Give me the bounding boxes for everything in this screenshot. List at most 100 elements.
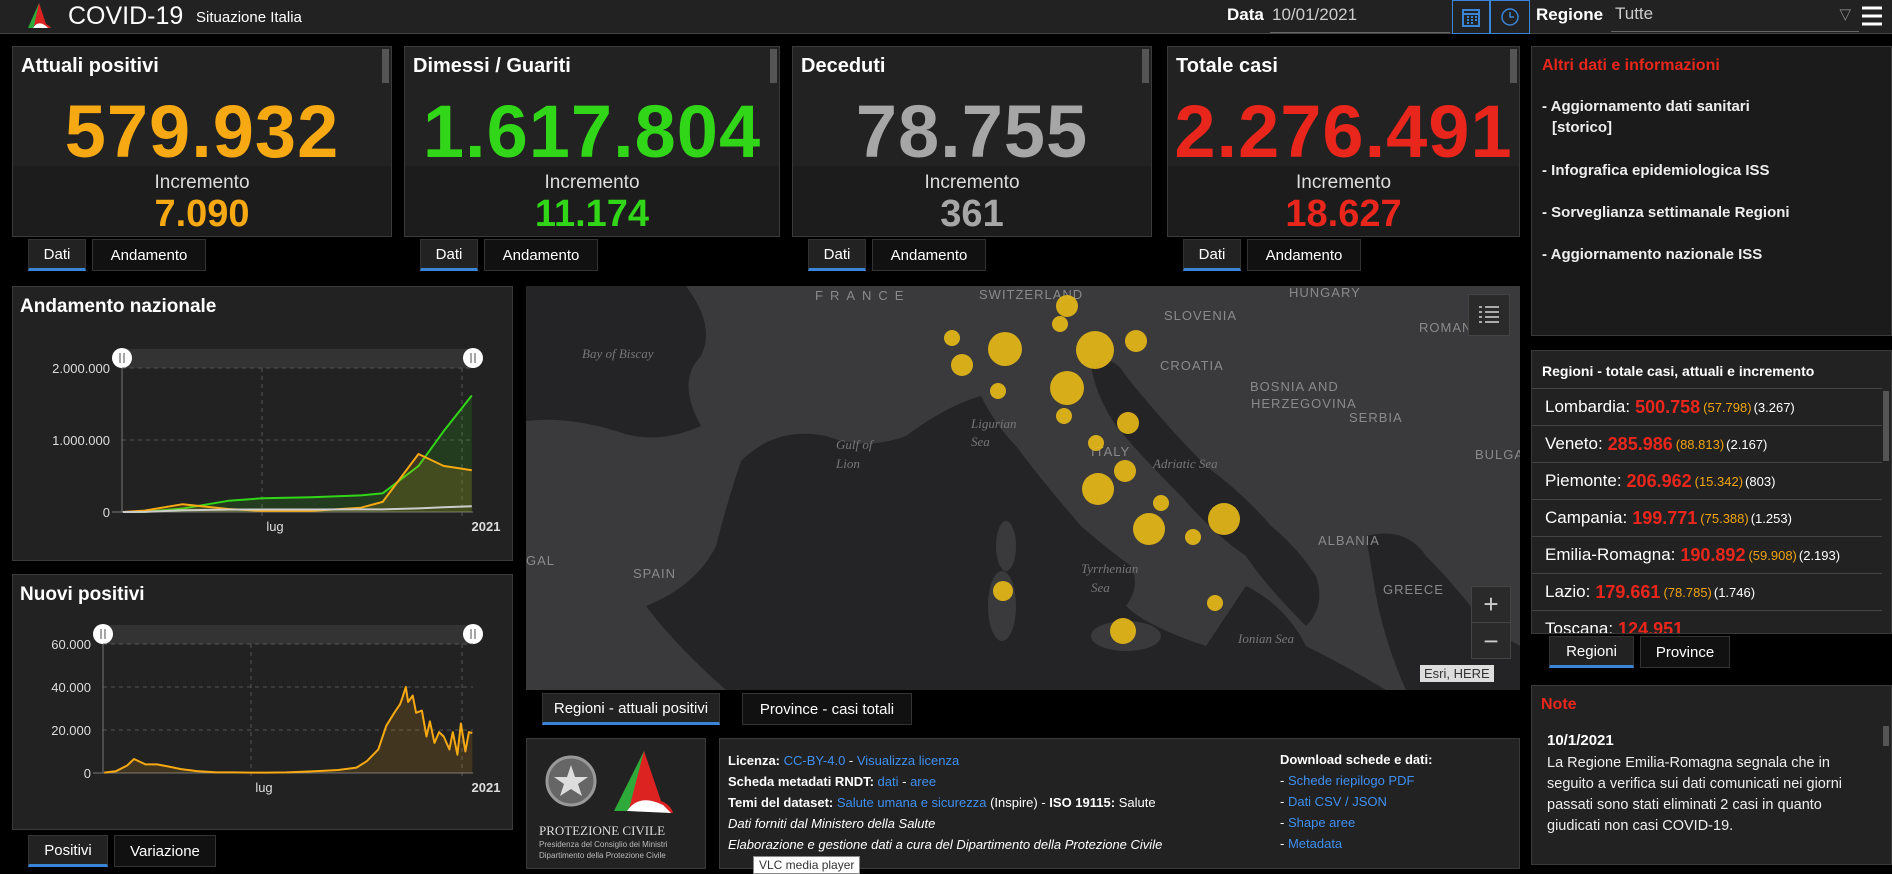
map-country-label: HUNGARY — [1289, 286, 1361, 300]
map-attribution[interactable]: Esri, HERE — [1420, 665, 1494, 682]
link-aggiornamento-dati[interactable]: - Aggiornamento dati sanitari — [1542, 98, 1750, 115]
range-slider-handle[interactable] — [463, 624, 483, 644]
region-select[interactable]: Tutte ▽ — [1611, 1, 1859, 32]
zoom-in-button[interactable]: + — [1472, 587, 1510, 623]
note-scrollbar[interactable] — [1883, 726, 1889, 746]
region-bubble[interactable] — [951, 354, 973, 376]
range-slider-track[interactable] — [122, 349, 473, 368]
link-aggiornamento-nazionale[interactable]: - Aggiornamento nazionale ISS — [1542, 246, 1763, 263]
tooltip: VLC media player — [753, 856, 861, 874]
rndt-dati-link[interactable]: dati — [877, 774, 899, 789]
licenza-link[interactable]: CC-BY-4.0 — [783, 753, 846, 768]
region-row[interactable]: Campania: 199.771 (75.388) (1.253) — [1532, 500, 1882, 537]
tab-regioni[interactable]: Regioni — [1549, 636, 1634, 668]
region-bubble[interactable] — [1088, 435, 1104, 451]
region-name: Toscana: — [1545, 619, 1614, 634]
region-bubble[interactable] — [1076, 331, 1114, 369]
card-scrollbar[interactable] — [770, 49, 777, 83]
map[interactable]: FRANCE SWITZERLAND HUNGARY SLOVENIA ROMAN CRO… — [526, 286, 1520, 690]
region-bubble[interactable] — [1056, 295, 1078, 317]
region-bubble[interactable] — [1114, 460, 1136, 482]
region-bubble[interactable] — [1125, 330, 1147, 352]
iso-label: ISO 19115: — [1049, 795, 1116, 810]
increment-value: 11.174 — [534, 193, 650, 235]
calendar-button[interactable] — [1452, 0, 1490, 34]
map-country-label: BOSNIA AND — [1250, 379, 1339, 394]
range-slider-handle[interactable] — [93, 624, 113, 644]
menu-button[interactable] — [1860, 5, 1884, 27]
tab-dati[interactable]: Dati — [808, 239, 866, 271]
range-slider-track[interactable] — [103, 625, 473, 644]
protezione-civile-emblem — [545, 751, 673, 813]
region-row[interactable]: Lombardia: 500.758 (57.798) (3.267) — [1532, 389, 1882, 426]
download-pdf-link[interactable]: Schede riepilogo PDF — [1287, 773, 1415, 788]
region-bubble[interactable] — [1050, 371, 1084, 405]
rndt-aree-link[interactable]: aree — [910, 774, 937, 789]
legend-button[interactable] — [1468, 294, 1510, 336]
tab-positivi[interactable]: Positivi — [28, 835, 108, 867]
tab-dati[interactable]: Dati — [420, 239, 478, 271]
tab-dati[interactable]: Dati — [1183, 239, 1241, 271]
region-bubble[interactable] — [1056, 408, 1072, 424]
increment-value: 7.090 — [154, 193, 250, 235]
region-bubble[interactable] — [1133, 513, 1165, 545]
region-total: 206.962 — [1626, 470, 1692, 491]
region-bubble[interactable] — [1117, 412, 1139, 434]
region-bubble[interactable] — [1110, 618, 1136, 644]
range-slider-handle[interactable] — [112, 348, 132, 368]
tab-andamento[interactable]: Andamento — [872, 239, 986, 271]
increment-value: 361 — [940, 193, 1004, 235]
region-row[interactable]: Piemonte: 206.962 (15.342) (803) — [1532, 463, 1882, 500]
temi-link[interactable]: Salute umana e sicurezza — [836, 795, 987, 810]
link-sorveglianza[interactable]: - Sorveglianza settimanale Regioni — [1542, 204, 1790, 221]
tab-province-casi[interactable]: Province - casi totali — [742, 693, 912, 725]
card-scrollbar[interactable] — [1510, 49, 1517, 83]
download-csv-link[interactable]: Dati CSV / JSON — [1287, 794, 1387, 809]
region-row[interactable]: Lazio: 179.661 (78.785) (1.746) — [1532, 574, 1882, 611]
tab-variazione[interactable]: Variazione — [114, 835, 216, 867]
tab-province[interactable]: Province — [1640, 636, 1730, 668]
zoom-out-button[interactable]: − — [1483, 625, 1499, 656]
time-button[interactable] — [1490, 0, 1530, 34]
logo-sub1: Presidenza del Consiglio dei Ministri — [539, 840, 668, 849]
tab-dati[interactable]: Dati — [28, 239, 86, 271]
region-bubble[interactable] — [1153, 495, 1169, 511]
visualizza-licenza-link[interactable]: Visualizza licenza — [856, 753, 960, 768]
date-input[interactable]: 10/01/2021 — [1270, 2, 1450, 33]
region-bubble[interactable] — [1185, 529, 1201, 545]
region-bubble[interactable] — [1052, 316, 1068, 332]
region-row[interactable]: Veneto: 285.986 (88.813) (2.167) — [1532, 426, 1882, 463]
y-tick-label: 20.000 — [51, 723, 91, 738]
download-metadata-link[interactable]: Metadata — [1287, 836, 1343, 851]
summary-card: Totale casi 2.276.491 Incremento 18.627 — [1167, 46, 1520, 237]
card-scrollbar[interactable] — [382, 49, 389, 83]
link-infografica[interactable]: - Infografica epidemiologica ISS — [1542, 162, 1770, 179]
series-area-guariti — [122, 395, 472, 512]
link-storico[interactable]: [storico] — [1552, 119, 1612, 136]
increment-label: Incremento — [924, 172, 1020, 193]
card-scrollbar[interactable] — [1142, 49, 1149, 83]
region-row[interactable]: Toscana: 124.951 — [1532, 611, 1882, 634]
region-bubble[interactable] — [1208, 503, 1240, 535]
region-name: Piemonte: — [1545, 471, 1622, 490]
dati-forniti-text: Dati forniti dal Ministero della Salute — [728, 816, 936, 831]
x-tick-label: 2021 — [472, 780, 501, 795]
region-bubble[interactable] — [1207, 595, 1223, 611]
region-bubble[interactable] — [988, 332, 1022, 366]
map-canvas[interactable]: FRANCE SWITZERLAND HUNGARY SLOVENIA ROMAN CRO… — [526, 286, 1520, 690]
region-bubble[interactable] — [944, 330, 960, 346]
region-bubble[interactable] — [1082, 473, 1114, 505]
region-row[interactable]: Emilia-Romagna: 190.892 (59.908) (2.193) — [1532, 537, 1882, 574]
tab-regioni-attuali[interactable]: Regioni - attuali positivi — [542, 693, 720, 725]
regions-scrollbar[interactable] — [1883, 391, 1889, 461]
region-name: Lombardia: — [1545, 397, 1631, 416]
download-shape-link[interactable]: Shape aree — [1287, 815, 1356, 830]
licenza-label: Licenza: — [728, 753, 781, 768]
region-bubble[interactable] — [990, 383, 1006, 399]
region-bubble[interactable] — [993, 581, 1013, 601]
tab-andamento[interactable]: Andamento — [484, 239, 598, 271]
range-slider-handle[interactable] — [463, 348, 483, 368]
region-increment: (1.253) — [1750, 510, 1792, 526]
tab-andamento[interactable]: Andamento — [92, 239, 206, 271]
tab-andamento[interactable]: Andamento — [1247, 239, 1361, 271]
